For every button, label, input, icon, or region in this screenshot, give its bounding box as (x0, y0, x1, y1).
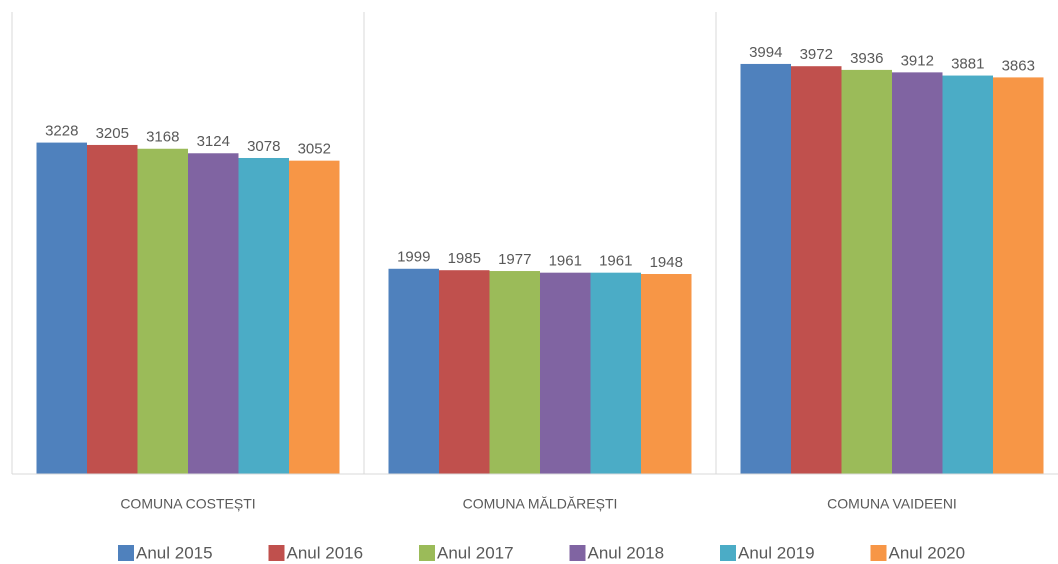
data-label: 3912 (901, 52, 934, 69)
data-label: 3168 (146, 129, 179, 146)
legend-label: Anul 2016 (287, 543, 364, 562)
data-label: 3936 (850, 50, 883, 67)
legend-label: Anul 2017 (437, 543, 514, 562)
bar (841, 69, 892, 475)
bar (87, 144, 138, 474)
data-label: 3994 (749, 44, 782, 61)
bar (942, 75, 993, 475)
data-label: 1961 (549, 253, 582, 270)
bar (489, 271, 540, 474)
data-label: 1985 (448, 250, 481, 267)
data-label: 3205 (96, 125, 129, 142)
legend-swatch (118, 545, 134, 561)
legend-swatch (720, 545, 736, 561)
bar (388, 268, 439, 474)
legend-label: Anul 2018 (588, 543, 665, 562)
data-label: 3078 (247, 138, 280, 155)
legend-label: Anul 2015 (136, 543, 213, 562)
data-label: 1999 (397, 249, 430, 266)
bar (137, 148, 188, 474)
data-label: 3972 (800, 46, 833, 63)
legend-label: Anul 2019 (738, 543, 815, 562)
bar (791, 66, 842, 474)
bar (36, 142, 87, 475)
x-tick-label: COMUNA COSTEȘTI (120, 496, 255, 512)
bar (641, 274, 692, 474)
bar (540, 272, 591, 474)
bar (892, 72, 943, 475)
legend-swatch (268, 545, 285, 561)
bar (238, 157, 289, 474)
bar (289, 160, 340, 475)
data-label: 3881 (951, 56, 984, 73)
data-label: 1977 (498, 251, 531, 268)
bar (188, 153, 239, 474)
data-label: 1948 (650, 254, 683, 271)
legend-swatch (569, 545, 586, 561)
bar (590, 272, 641, 474)
legend-swatch (870, 545, 887, 561)
legend-swatch (419, 545, 435, 561)
legend-label: Anul 2020 (889, 543, 966, 562)
data-label: 3052 (298, 141, 331, 158)
data-label: 3863 (1002, 57, 1035, 74)
bar (439, 270, 490, 474)
x-tick-label: COMUNA MĂLDĂREȘTI (463, 496, 618, 512)
x-tick-label: COMUNA VAIDEENI (827, 496, 957, 512)
data-label: 3124 (197, 133, 230, 150)
data-label: 3228 (45, 123, 78, 140)
data-label: 1961 (599, 253, 632, 270)
bar (740, 63, 791, 474)
bar (993, 77, 1044, 474)
